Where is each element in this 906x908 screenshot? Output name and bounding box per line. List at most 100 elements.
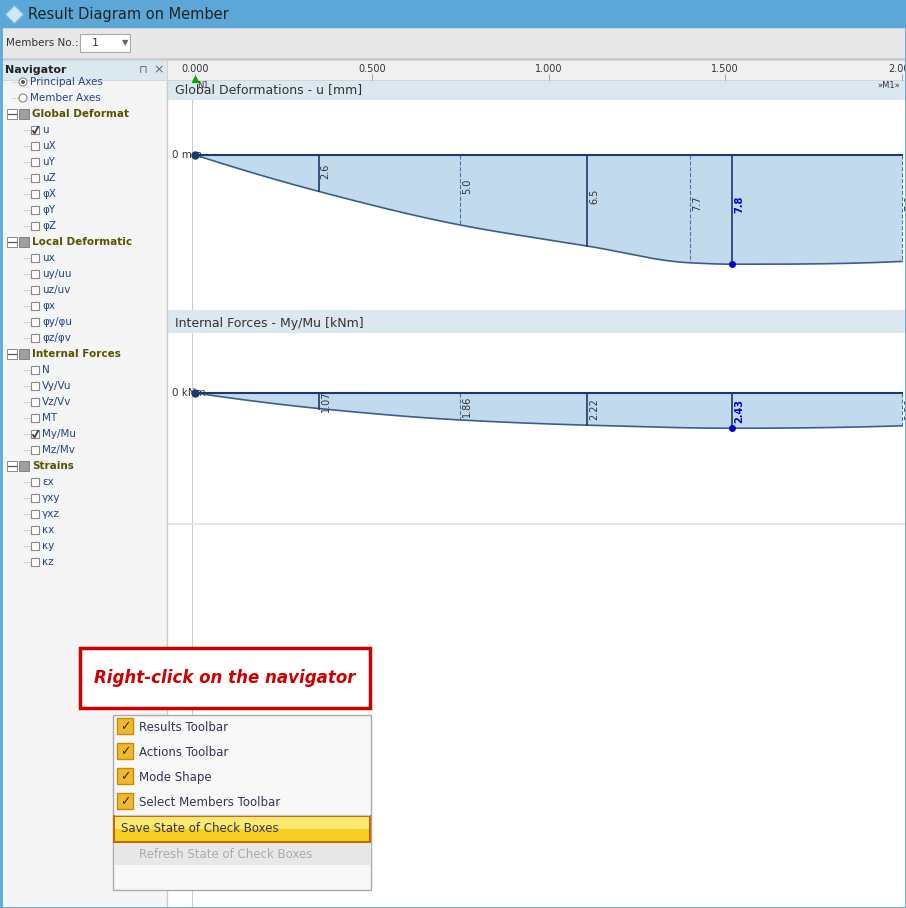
Text: »M1»: »M1»: [877, 81, 900, 90]
Text: 7.7: 7.7: [692, 196, 702, 212]
Text: Member Axes: Member Axes: [30, 93, 101, 103]
Text: Mode Shape: Mode Shape: [139, 771, 212, 784]
Text: κx: κx: [42, 525, 54, 535]
Text: Right-click on the navigator: Right-click on the navigator: [94, 669, 356, 687]
Bar: [167, 60, 906, 80]
Bar: [31, 398, 39, 406]
Bar: [31, 446, 39, 454]
Bar: [19, 461, 29, 471]
Text: ▼: ▼: [121, 38, 129, 47]
Text: κz: κz: [42, 557, 53, 567]
Text: Global Deformat: Global Deformat: [32, 109, 129, 119]
Bar: [0, 28, 906, 58]
Text: φy/φu: φy/φu: [42, 317, 72, 327]
Bar: [31, 542, 39, 550]
Text: ✓: ✓: [120, 771, 130, 784]
Text: ✓: ✓: [120, 795, 130, 808]
Bar: [31, 302, 39, 310]
Bar: [114, 816, 370, 842]
Bar: [7, 109, 17, 119]
Bar: [31, 334, 39, 342]
Text: φZ: φZ: [42, 221, 56, 231]
Circle shape: [19, 78, 27, 86]
Text: 1.07: 1.07: [321, 390, 331, 411]
Bar: [113, 715, 371, 890]
Text: φx: φx: [42, 301, 55, 311]
Polygon shape: [195, 393, 902, 429]
Text: 2.6: 2.6: [321, 163, 331, 179]
Bar: [31, 206, 39, 214]
Text: Principal Axes: Principal Axes: [30, 77, 103, 87]
Bar: [31, 558, 39, 566]
Bar: [31, 430, 39, 438]
Bar: [31, 158, 39, 166]
Text: Internal Forces: Internal Forces: [32, 349, 120, 359]
Text: Navigator: Navigator: [5, 65, 66, 75]
Bar: [31, 190, 39, 198]
Text: 1.000: 1.000: [535, 64, 563, 74]
Text: ux: ux: [42, 253, 54, 263]
Bar: [117, 768, 133, 784]
Text: ⊓: ⊓: [139, 65, 148, 75]
Text: κy: κy: [42, 541, 54, 551]
Text: γxy: γxy: [42, 493, 61, 503]
Bar: [31, 126, 39, 134]
Text: Members No.:: Members No.:: [6, 38, 79, 48]
Circle shape: [21, 80, 25, 84]
Bar: [31, 318, 39, 326]
Bar: [167, 523, 906, 525]
Text: Mz/Mv: Mz/Mv: [42, 445, 75, 455]
Bar: [31, 494, 39, 502]
Bar: [0, 60, 167, 908]
Text: ×: ×: [154, 64, 164, 76]
Bar: [31, 270, 39, 278]
Text: Vz/Vv: Vz/Vv: [42, 397, 72, 407]
Text: 2.43: 2.43: [735, 399, 745, 422]
Bar: [80, 34, 130, 52]
Text: 7.8: 7.8: [735, 195, 745, 212]
Text: φz/φv: φz/φv: [42, 333, 71, 343]
Text: Internal Forces - My/Mu [kNm]: Internal Forces - My/Mu [kNm]: [175, 317, 363, 330]
Bar: [31, 286, 39, 294]
Text: uX: uX: [42, 141, 56, 151]
Bar: [31, 142, 39, 150]
Text: 0 kNm: 0 kNm: [172, 388, 206, 398]
Bar: [114, 843, 371, 865]
Bar: [7, 349, 17, 359]
Bar: [19, 237, 29, 247]
Text: Strains: Strains: [32, 461, 74, 471]
Bar: [31, 366, 39, 374]
Bar: [31, 254, 39, 262]
Text: Local Deformatic: Local Deformatic: [32, 237, 132, 247]
Text: 1: 1: [92, 38, 99, 48]
Text: 1.86: 1.86: [462, 396, 472, 417]
Bar: [117, 718, 133, 734]
Bar: [31, 414, 39, 422]
Text: uZ: uZ: [42, 173, 56, 183]
Text: My/Mu: My/Mu: [42, 429, 76, 439]
Bar: [19, 349, 29, 359]
Text: Results Toolbar: Results Toolbar: [139, 721, 228, 734]
Text: 0.000: 0.000: [181, 64, 208, 74]
Text: φX: φX: [42, 189, 56, 199]
Bar: [7, 237, 17, 247]
Text: 0 mm: 0 mm: [172, 150, 202, 160]
Bar: [31, 478, 39, 486]
Text: 2.000: 2.000: [888, 64, 906, 74]
Bar: [117, 743, 133, 759]
Bar: [19, 109, 29, 119]
Text: 5.0: 5.0: [462, 179, 472, 194]
Text: Save State of Check Boxes: Save State of Check Boxes: [121, 823, 279, 835]
Text: γxz: γxz: [42, 509, 60, 519]
Text: 1.500: 1.500: [711, 64, 739, 74]
Text: 6.5: 6.5: [590, 188, 600, 203]
Bar: [0, 0, 906, 28]
Text: u: u: [42, 125, 49, 135]
Text: φY: φY: [42, 205, 55, 215]
Bar: [31, 510, 39, 518]
Text: 2.22: 2.22: [590, 399, 600, 420]
Text: N1: N1: [197, 81, 208, 90]
Bar: [0, 60, 167, 80]
Polygon shape: [195, 155, 902, 264]
Bar: [31, 382, 39, 390]
